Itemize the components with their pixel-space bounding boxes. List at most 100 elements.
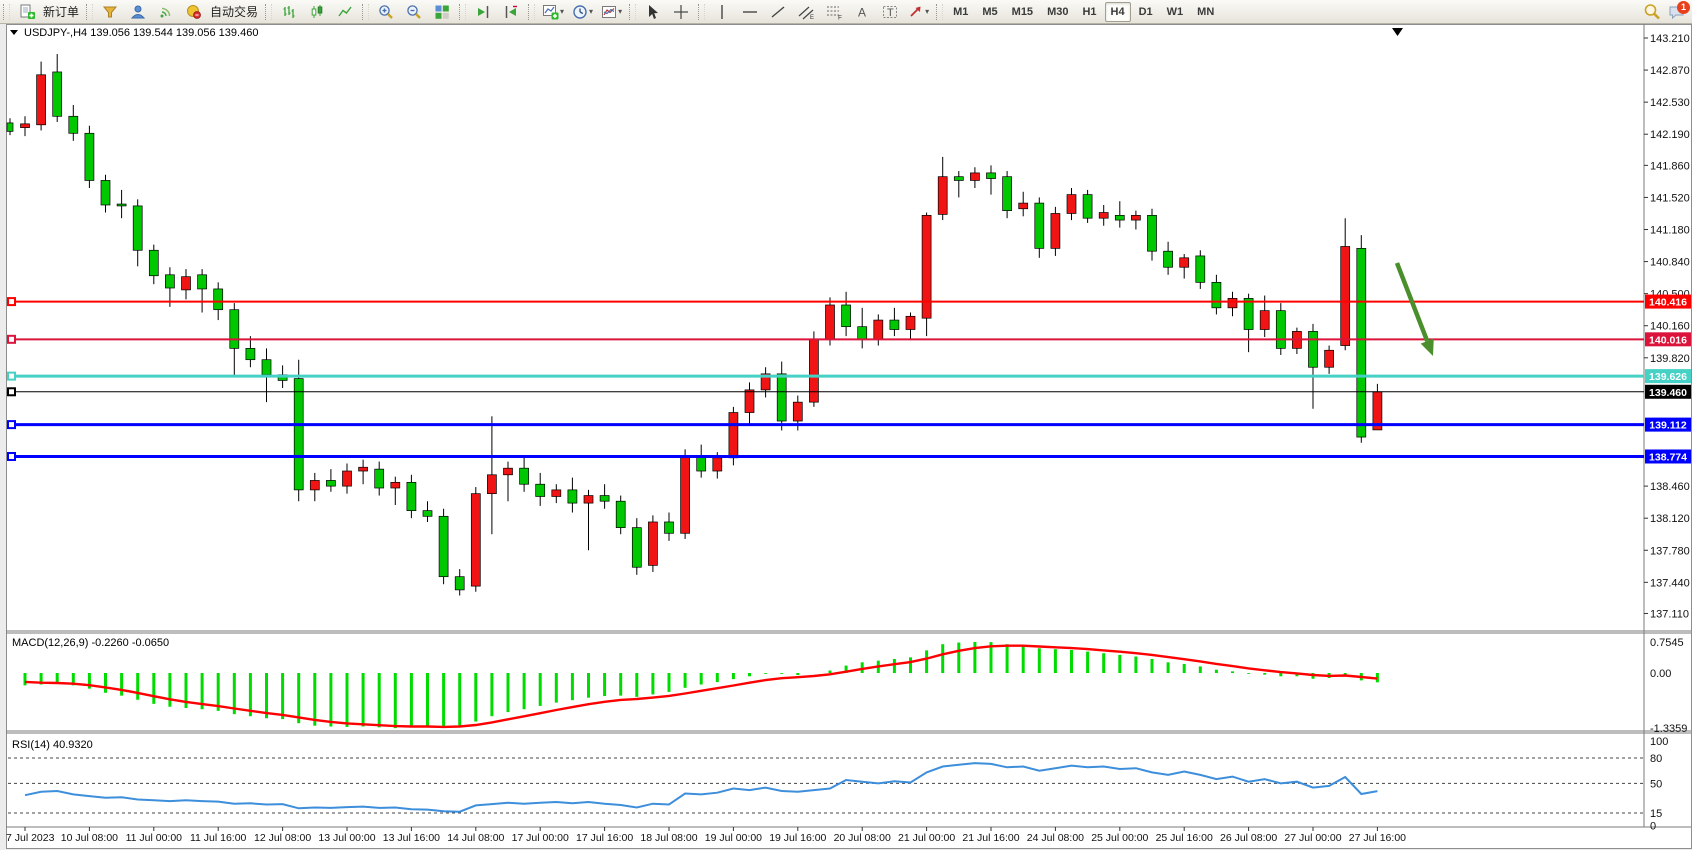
candlestick-chart-button[interactable] [304, 1, 330, 23]
level-handle[interactable] [7, 387, 16, 397]
auto-scroll-icon [505, 5, 518, 18]
chart-collapse-icon[interactable] [10, 30, 18, 35]
chat-button[interactable]: 1 [1666, 0, 1690, 22]
text-tool-button[interactable]: A [849, 1, 875, 23]
text-label-tool-button[interactable]: T [877, 1, 903, 23]
svg-text:140.160: 140.160 [1650, 321, 1690, 333]
timeframe-M1[interactable]: M1 [953, 5, 969, 18]
tile-windows-button[interactable] [429, 1, 455, 23]
level-handle[interactable] [7, 371, 16, 381]
svg-text:17 Jul 00:00: 17 Jul 00:00 [512, 832, 569, 844]
toolbar-right: 1 [1638, 0, 1690, 23]
new-order-icon [20, 4, 35, 19]
chart-window[interactable] [6, 24, 1692, 849]
timeframe-bar: M1 M5 M15 M30 H1 H4 D1 W1 MN [946, 1, 1221, 22]
rsi-label: RSI(14) 40.9320 [12, 739, 93, 751]
community-button[interactable] [125, 1, 151, 23]
timeframe-W1[interactable]: W1 [1166, 5, 1184, 18]
annotation-arrow-head[interactable] [1420, 338, 1434, 356]
funnel-icon [102, 6, 118, 17]
horizontal-line-icon [743, 10, 758, 13]
timeframe-M30[interactable]: M30 [1047, 5, 1069, 18]
template-icon [602, 5, 617, 18]
new-order-label[interactable]: 新订单 [43, 5, 80, 19]
crosshair-tool-button[interactable] [668, 1, 694, 23]
rsi-line [24, 762, 1378, 813]
autotrade-icon [187, 4, 201, 19]
rsi-axis-label: 0 [1650, 821, 1656, 833]
candlesticks [6, 54, 1383, 596]
time-axis[interactable]: 7 Jul 2023 10 Jul 08:00 11 Jul 00:00 11 Jul… [6, 827, 1406, 844]
timeframe-H1[interactable]: H1 [1082, 5, 1097, 18]
timeframe-MN[interactable]: MN [1197, 5, 1215, 18]
price-axis[interactable]: 143.210 142.870 142.530 142.190 141.860 141.5… [1644, 33, 1690, 620]
vertical-line-tool-button[interactable] [709, 1, 735, 23]
timeframe-M5[interactable]: M5 [982, 5, 998, 18]
zoom-in-icon [378, 4, 393, 19]
svg-text:19 Jul 00:00: 19 Jul 00:00 [705, 832, 762, 844]
main-toolbar: 新订单 自动交易 [0, 0, 1692, 24]
svg-text:142.530: 142.530 [1650, 97, 1690, 109]
fibonacci-icon: F [826, 6, 842, 20]
svg-text:137.780: 137.780 [1650, 545, 1690, 557]
svg-text:11 Jul 16:00: 11 Jul 16:00 [190, 832, 247, 844]
svg-text:17 Jul 16:00: 17 Jul 16:00 [576, 832, 633, 844]
toolbar-grip [528, 3, 536, 20]
toolbar-grip [459, 3, 467, 20]
cursor-tool-button[interactable] [640, 1, 666, 23]
auto-scroll-button[interactable] [498, 1, 524, 23]
timeframe-H4[interactable]: H4 [1104, 1, 1131, 22]
templates-button[interactable]: ▾ [598, 1, 625, 23]
macd-axis-label: -1.3359 [1650, 723, 1687, 735]
toolbar-grip [629, 3, 637, 20]
fibonacci-tool-button[interactable]: F [821, 1, 847, 23]
svg-text:T: T [887, 7, 894, 19]
crosshair-icon [674, 4, 689, 19]
signals-button[interactable] [153, 1, 179, 23]
level-handle[interactable] [7, 297, 16, 307]
timeframe-D1[interactable]: D1 [1138, 5, 1153, 18]
chat-notification-badge[interactable]: 1 [1677, 0, 1690, 14]
search-button[interactable] [1639, 1, 1665, 23]
text-icon: A [858, 5, 866, 19]
current-bar-marker-icon [1392, 28, 1403, 36]
channel-tool-button[interactable]: E [793, 1, 819, 23]
dropdown-caret: ▾ [618, 7, 623, 16]
rsi-axis-label: 100 [1650, 736, 1668, 748]
toolbar-grip [265, 3, 273, 20]
autotrade-button[interactable] [181, 1, 207, 23]
equidistant-channel-icon: E [798, 6, 814, 20]
svg-text:12 Jul 08:00: 12 Jul 08:00 [254, 832, 311, 844]
line-chart-icon [338, 6, 352, 16]
market-button[interactable] [97, 1, 123, 23]
tile-windows-icon [435, 5, 449, 19]
shapes-tool-button[interactable]: ▾ [905, 1, 932, 23]
svg-text:139.820: 139.820 [1650, 353, 1690, 365]
level-price-tag [1645, 294, 1691, 309]
indicators-button[interactable]: ▾ [539, 1, 567, 23]
svg-text:13 Jul 16:00: 13 Jul 16:00 [383, 832, 440, 844]
chart-title: USDJPY-,H4 139.056 139.544 139.056 139.4… [24, 27, 258, 39]
horizontal-line-tool-button[interactable] [737, 1, 763, 23]
level-handle[interactable] [7, 420, 16, 430]
new-order-button[interactable] [14, 1, 40, 23]
level-price-text: 138.774 [1649, 451, 1687, 463]
trendline-tool-button[interactable] [765, 1, 791, 23]
level-handle[interactable] [7, 451, 16, 461]
periods-button[interactable]: ▾ [569, 1, 596, 23]
chart-shift-button[interactable] [470, 1, 496, 23]
dropdown-caret: ▾ [589, 7, 594, 16]
annotation-arrow[interactable] [1394, 262, 1430, 342]
bar-chart-button[interactable] [276, 1, 302, 23]
line-chart-button[interactable] [332, 1, 358, 23]
macd-axis-label: 0.7545 [1650, 637, 1684, 649]
zoom-in-button[interactable] [373, 1, 399, 23]
zoom-out-button[interactable] [401, 1, 427, 23]
toolbar-grip [698, 3, 706, 20]
level-handle[interactable] [7, 334, 16, 344]
timeframe-M15[interactable]: M15 [1011, 5, 1034, 18]
dropdown-caret: ▾ [925, 7, 930, 16]
autotrade-label[interactable]: 自动交易 [210, 5, 259, 19]
macd-label: MACD(12,26,9) -0.2260 -0.0650 [12, 637, 169, 649]
